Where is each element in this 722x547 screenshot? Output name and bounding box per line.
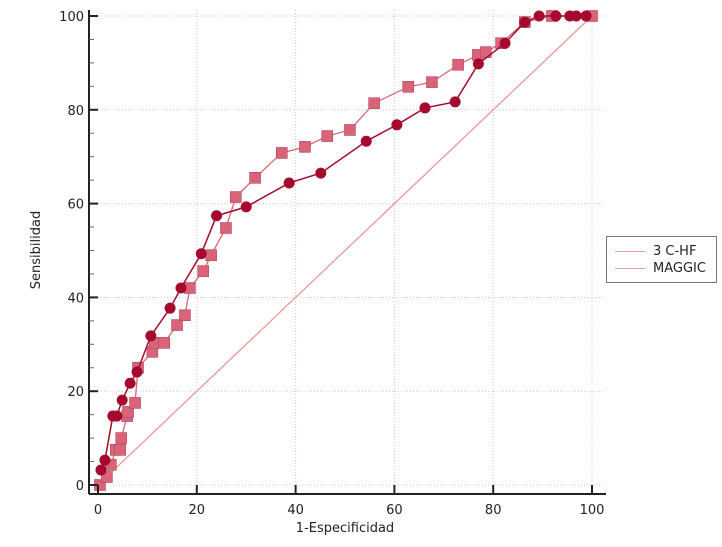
data-point-square: [129, 397, 141, 409]
data-point-circle: [283, 177, 295, 189]
legend: 3 C-HF MAGGIC: [606, 236, 717, 283]
series-layer: [94, 10, 598, 491]
legend-item-3chf: 3 C-HF: [615, 243, 696, 259]
legend-label: 3 C-HF: [653, 243, 697, 259]
data-point-circle: [360, 135, 372, 147]
legend-item-maggic: MAGGIC: [615, 260, 706, 276]
data-point-circle: [116, 394, 128, 406]
data-point-square: [344, 124, 356, 136]
grid-lines: [89, 10, 604, 494]
data-point-circle: [499, 37, 511, 49]
data-point-square: [114, 444, 127, 456]
data-point-circle: [124, 377, 136, 389]
x-tick-label: 20: [189, 503, 206, 518]
data-point-square: [249, 172, 261, 184]
data-point-circle: [99, 454, 111, 466]
data-point-circle: [145, 330, 157, 342]
data-point-circle: [95, 464, 107, 476]
data-point-square: [299, 141, 311, 153]
y-tick-label: 80: [67, 104, 84, 119]
data-point-circle: [449, 96, 461, 108]
data-point-circle: [131, 366, 143, 378]
data-point-circle: [111, 410, 123, 422]
legend-swatch-3chf: [615, 250, 645, 252]
y-tick-label: 40: [67, 291, 84, 306]
data-point-circle: [550, 10, 562, 22]
y-axis-title: Sensibilidad: [29, 211, 44, 289]
data-point-square: [197, 265, 210, 277]
x-tick-label: 80: [485, 503, 502, 518]
y-tick-label: 20: [67, 385, 84, 400]
data-point-circle: [570, 10, 582, 22]
data-point-circle: [240, 201, 252, 213]
data-point-square: [220, 222, 232, 234]
data-point-circle: [164, 302, 176, 314]
legend-label: MAGGIC: [653, 260, 706, 276]
data-point-circle: [533, 10, 545, 22]
y-tick-label: 100: [59, 10, 84, 25]
x-tick-label: 0: [94, 503, 102, 518]
y-tick-label: 0: [76, 479, 84, 494]
data-point-square: [158, 337, 170, 349]
data-point-square: [115, 432, 128, 444]
data-point-square: [179, 309, 191, 322]
data-point-square: [101, 471, 113, 483]
data-point-square: [230, 191, 242, 203]
x-tick-label: 40: [287, 503, 304, 518]
reference-diagonal: [97, 15, 593, 486]
series-3-c-hf: [95, 10, 592, 476]
x-axis-title: 1-Especificidad: [296, 521, 394, 536]
data-point-circle: [419, 102, 431, 114]
data-point-circle: [175, 282, 187, 294]
data-point-square: [321, 130, 334, 142]
data-point-square: [205, 249, 217, 261]
data-point-square: [452, 58, 464, 71]
series-maggic: [94, 10, 598, 491]
x-tick-label: 100: [580, 503, 605, 518]
data-point-circle: [472, 58, 484, 70]
data-point-circle: [315, 167, 327, 179]
data-point-square: [275, 147, 288, 159]
y-tick-label: 60: [67, 198, 84, 213]
data-point-square: [402, 81, 415, 93]
data-point-circle: [391, 119, 403, 131]
data-point-square: [122, 406, 134, 418]
data-point-circle: [195, 248, 207, 260]
data-point-circle: [580, 10, 592, 22]
data-point-circle: [211, 210, 223, 222]
axes: 0 20 40 60 80 100 0 20 40 60 80 100: [59, 10, 606, 518]
data-point-circle: [519, 16, 531, 28]
x-tick-label: 60: [386, 503, 403, 518]
data-point-square: [426, 76, 438, 88]
legend-swatch-maggic: [615, 267, 645, 269]
data-point-square: [171, 319, 183, 331]
data-point-square: [368, 97, 380, 110]
